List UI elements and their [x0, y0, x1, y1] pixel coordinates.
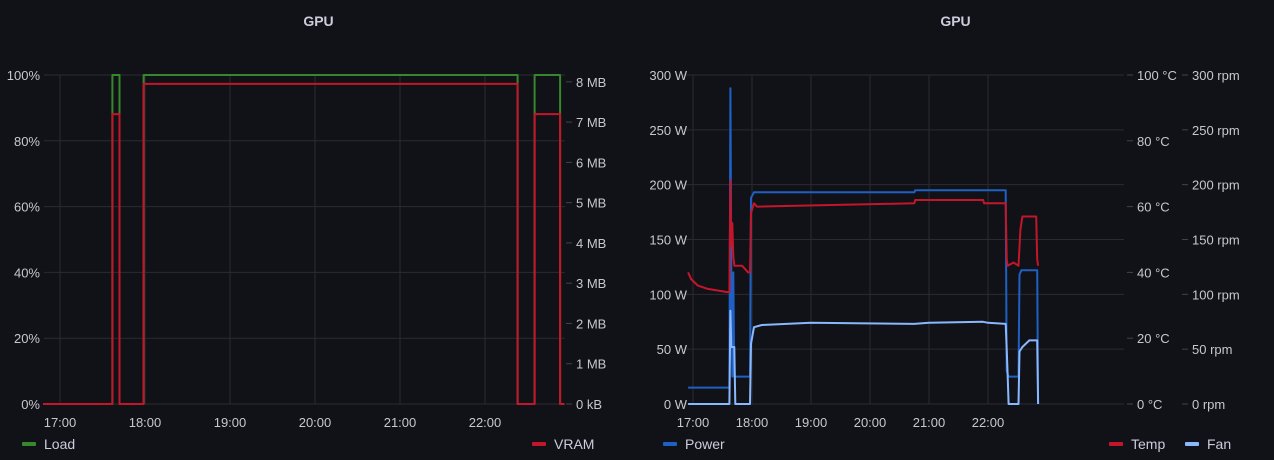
x-tick-label: 21:00 [913, 415, 946, 430]
y-right2-tick-label: 50 rpm [1192, 342, 1232, 357]
y-right-tick-label: 0 °C [1137, 397, 1162, 412]
y-left-tick-label: 0 W [664, 397, 688, 412]
y-right-tick-label: 60 °C [1137, 200, 1170, 215]
y-right-tick-label: 7 MB [576, 115, 606, 130]
y-right-tick-label: 20 °C [1137, 331, 1170, 346]
legend-item-power[interactable]: Power [663, 436, 725, 452]
legend-item-vram[interactable]: VRAM [532, 436, 594, 452]
panel-title: GPU [303, 13, 334, 29]
y-right-tick-label: 1 MB [576, 357, 606, 372]
y-left-tick-label: 20% [14, 331, 40, 346]
y-right-tick-label: 40 °C [1137, 265, 1170, 280]
y-right-tick-label: 80 °C [1137, 134, 1170, 149]
x-tick-label: 20:00 [854, 415, 887, 430]
legend-swatch-temp [1109, 442, 1123, 446]
legend-swatch-load [22, 442, 36, 446]
y-right-tick-label: 2 MB [576, 316, 606, 331]
y-left-tick-label: 60% [14, 200, 40, 215]
series-line-power [688, 87, 1040, 405]
y-right2-tick-label: 0 rpm [1192, 397, 1225, 412]
y-left-tick-label: 50 W [657, 342, 688, 357]
y-right-tick-label: 8 MB [576, 75, 606, 90]
legend-swatch-power [663, 442, 677, 446]
x-tick-label: 20:00 [299, 415, 332, 430]
panel-title: GPU [940, 13, 971, 29]
legend-swatch-fan [1185, 442, 1199, 446]
chart-power-temp-fan: 0 W 50 W 100 W 150 W 200 W 250 W 300 W 17:00 18:… [649, 68, 1240, 430]
y-left-tick-label: 200 W [649, 178, 687, 193]
y-right-tick-label: 5 MB [576, 196, 606, 211]
y-left-tick-label: 100% [7, 68, 41, 83]
y-left-tick-label: 300 W [649, 68, 687, 83]
legend-label: Power [685, 436, 725, 452]
y-right2-tick-label: 100 rpm [1192, 287, 1240, 302]
x-tick-label: 18:00 [129, 415, 162, 430]
y-left-tick-label: 0% [21, 397, 40, 412]
x-tick-label: 21:00 [384, 415, 417, 430]
y-right2-tick-label: 200 rpm [1192, 178, 1240, 193]
series-line-temp [687, 179, 1040, 294]
y-right-tick-label: 3 MB [576, 276, 606, 291]
x-tick-label: 19:00 [214, 415, 247, 430]
legend-label: Load [44, 436, 76, 452]
legend-label: VRAM [554, 436, 595, 452]
y-right-tick-label: 0 kB [576, 397, 602, 412]
y-right2-tick-label: 300 rpm [1192, 68, 1240, 83]
y-left-tick-label: 100 W [649, 287, 687, 302]
legend-item-load[interactable]: Load [22, 436, 75, 452]
x-tick-label: 22:00 [972, 415, 1005, 430]
series-line-vram [43, 82, 565, 405]
x-tick-label: 17:00 [44, 415, 77, 430]
panel-gpu-power-temp-fan: GPU 0 W 50 W 100 W 150 W 200 W 250 W 300 W 17:0… [637, 0, 1274, 460]
panel-gpu-load-vram: GPU 0% 20% 40% 60% 80% 100% 17:00 18:00 19:00 20:… [7, 13, 607, 452]
legend-item-fan[interactable]: Fan [1185, 436, 1231, 452]
chart-load-vram: 0% 20% 40% 60% 80% 100% 17:00 18:00 19:00 20:00 21… [7, 68, 607, 430]
y-right-tick-label: 100 °C [1137, 68, 1177, 83]
y-right2-tick-label: 150 rpm [1192, 233, 1240, 248]
series-line-fan [688, 309, 1040, 405]
y-right2-tick-label: 250 rpm [1192, 123, 1240, 138]
legend-item-temp[interactable]: Temp [1109, 436, 1165, 452]
y-right-tick-label: 4 MB [576, 236, 606, 251]
legend-swatch-vram [532, 442, 546, 446]
x-tick-label: 18:00 [736, 415, 769, 430]
y-left-tick-label: 150 W [649, 233, 687, 248]
x-tick-label: 17:00 [677, 415, 710, 430]
y-right-tick-label: 6 MB [576, 155, 606, 170]
legend-label: Temp [1131, 436, 1166, 452]
series-line-load [43, 74, 565, 405]
y-left-tick-label: 40% [14, 265, 40, 280]
x-tick-label: 19:00 [795, 415, 828, 430]
legend-label: Fan [1207, 436, 1232, 452]
y-left-tick-label: 250 W [649, 123, 687, 138]
y-left-tick-label: 80% [14, 134, 40, 149]
x-tick-label: 22:00 [469, 415, 502, 430]
